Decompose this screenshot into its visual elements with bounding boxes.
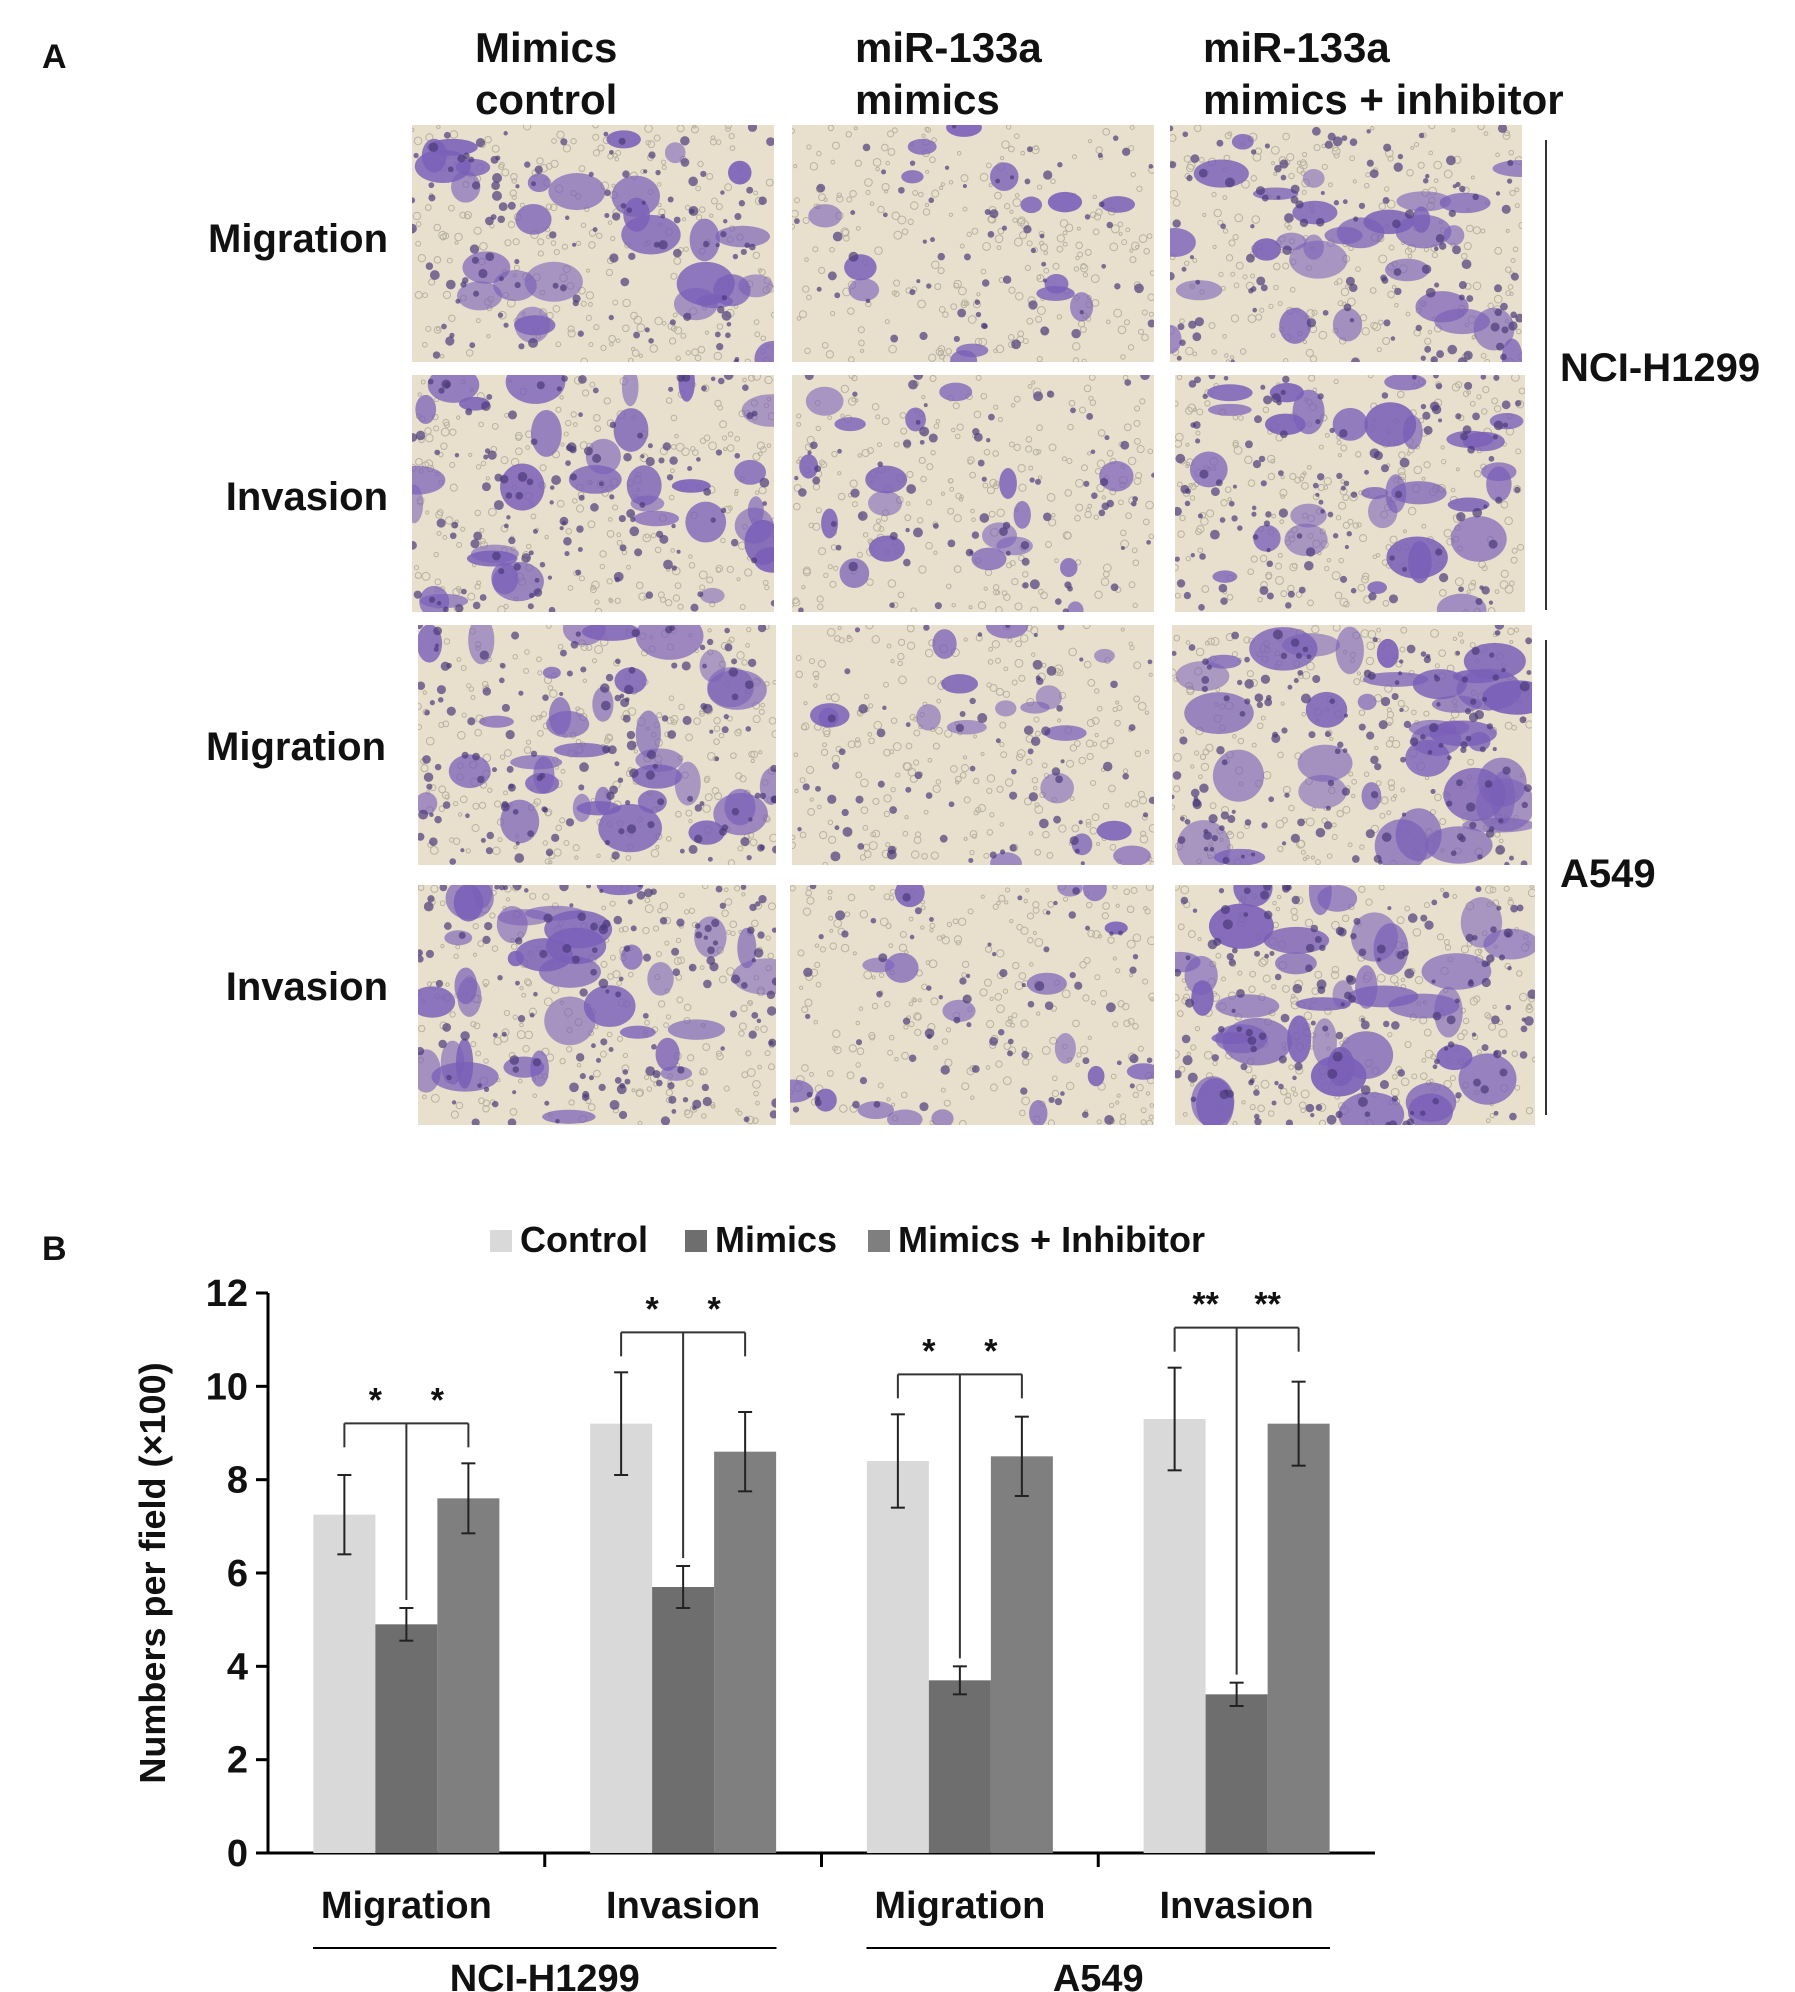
- legend-swatch-2: [868, 1230, 890, 1252]
- significance-mark-3-1: **: [1254, 1286, 1281, 1324]
- significance-mark-2-1: *: [984, 1332, 998, 1370]
- significance-mark-3-0: **: [1192, 1286, 1219, 1324]
- row-label-invasion-h1299: Invasion: [225, 475, 388, 519]
- micrograph-h1299-invasion-control: [412, 375, 774, 612]
- bar-chart: Control Mimics Mimics + Inhibitor 0 2 4 6 8 10 12…: [132, 1219, 1375, 1992]
- error-bar-1-0: [399, 1607, 414, 1642]
- micrograph-h1299-migration-inhibitor: [1170, 125, 1522, 362]
- error-bar-2-2: [1014, 1415, 1029, 1497]
- cell-line-label-h1299: NCI-H1299: [1560, 346, 1761, 390]
- bar-1-3: [1205, 1694, 1268, 1853]
- micrograph-h1299-migration-control: [412, 125, 774, 362]
- row-label-migration-a549: Migration: [206, 725, 386, 769]
- bar-2-0: [437, 1498, 500, 1853]
- error-bar-2-0: [461, 1462, 476, 1535]
- panel-b-letter: B: [42, 1230, 67, 1268]
- x-category-label: Invasion: [606, 1885, 760, 1927]
- column-header-mimics-control: Mimics control: [475, 24, 618, 123]
- error-bar-0-3: [1167, 1366, 1182, 1472]
- micrograph-h1299-invasion-inhibitor: [1175, 375, 1525, 612]
- y-tick-label: 12: [206, 1273, 248, 1315]
- micrograph-a549-invasion-mimics: [790, 885, 1154, 1125]
- error-bar-1-2: [952, 1665, 967, 1696]
- legend-swatch-1: [685, 1230, 707, 1252]
- significance-bracket-0: [343, 1422, 470, 1600]
- bar-1-1: [652, 1587, 715, 1853]
- legend-label-2: Mimics + Inhibitor: [898, 1219, 1205, 1260]
- group-label-1: A549: [1053, 1958, 1144, 1992]
- micrograph-a549-migration-mimics: [792, 625, 1154, 865]
- x-category-label: Migration: [321, 1885, 492, 1927]
- y-tick-label: 6: [227, 1553, 248, 1595]
- significance-mark-2-0: *: [922, 1332, 936, 1370]
- bar-1-2: [928, 1680, 991, 1853]
- micrograph-a549-migration-inhibitor: [1172, 625, 1532, 865]
- x-category-label: Migration: [874, 1885, 1045, 1927]
- error-bar-2-3: [1291, 1380, 1306, 1467]
- x-category-label: Invasion: [1160, 1885, 1314, 1927]
- error-bar-0-1: [614, 1371, 629, 1476]
- error-bar-1-1: [676, 1565, 691, 1609]
- y-tick-label: 8: [227, 1460, 248, 1502]
- error-bar-0-0: [337, 1474, 352, 1556]
- panel-a-letter: A: [42, 38, 67, 76]
- bar-2-3: [1267, 1423, 1330, 1853]
- bar-0-1: [590, 1423, 653, 1853]
- row-label-invasion-a549: Invasion: [225, 965, 388, 1009]
- bar-1-0: [375, 1624, 438, 1853]
- legend-label-1: Mimics: [715, 1219, 837, 1260]
- bar-0-2: [866, 1461, 929, 1853]
- micrograph-h1299-invasion-mimics: [792, 375, 1154, 612]
- legend-label-0: Control: [520, 1219, 648, 1260]
- significance-mark-1-1: *: [708, 1290, 722, 1328]
- y-tick-label: 2: [227, 1740, 248, 1782]
- significance-bracket-3: [1173, 1326, 1300, 1675]
- bar-2-2: [990, 1456, 1053, 1853]
- row-label-migration-h1299: Migration: [208, 217, 388, 261]
- y-tick-label: 0: [227, 1833, 248, 1875]
- bar-0-0: [313, 1514, 376, 1853]
- significance-mark-1-0: *: [646, 1290, 660, 1328]
- bar-0-3: [1143, 1419, 1206, 1853]
- micrograph-a549-invasion-inhibitor: [1175, 885, 1535, 1125]
- legend-swatch-0: [490, 1230, 512, 1252]
- y-tick-label: 10: [206, 1366, 248, 1408]
- error-bar-0-2: [890, 1413, 905, 1509]
- column-header-mir133a-mimics: miR-133a mimics: [855, 24, 1042, 123]
- bracket-line-a549: [1545, 640, 1547, 1115]
- group-label-0: NCI-H1299: [450, 1958, 640, 1992]
- micrograph-h1299-migration-mimics: [792, 125, 1154, 362]
- y-axis-label: Numbers per field (×100): [132, 1362, 173, 1783]
- y-tick-label: 4: [227, 1646, 248, 1688]
- error-bar-1-3: [1229, 1681, 1244, 1707]
- micrograph-a549-invasion-control: [418, 885, 776, 1125]
- bracket-line-h1299: [1545, 140, 1547, 610]
- micrograph-a549-migration-control: [418, 625, 776, 865]
- column-header-mimics-inhibitor: miR-133a mimics + inhibitor: [1203, 24, 1564, 123]
- bar-2-1: [714, 1451, 777, 1853]
- significance-mark-0-0: *: [369, 1381, 383, 1419]
- error-bar-2-1: [738, 1411, 753, 1493]
- significance-bracket-1: [620, 1331, 747, 1558]
- significance-mark-0-1: *: [431, 1381, 445, 1419]
- significance-bracket-2: [896, 1373, 1023, 1659]
- cell-line-label-a549: A549: [1560, 852, 1656, 896]
